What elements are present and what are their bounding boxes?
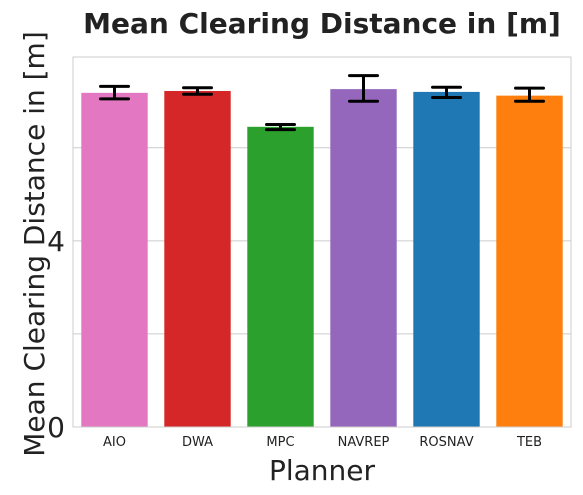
y-axis-label: Mean Clearing Distance in [m] [18,31,51,457]
x-tick-label-rosnav: ROSNAV [419,435,473,450]
x-tick-labels: AIO DWA MPC NAVREP ROSNAV TEB [103,435,542,450]
x-tick-label-navrep: NAVREP [338,435,390,450]
bar-teb [496,95,563,427]
bar-aio [81,92,148,427]
x-axis-label: Planner [269,454,376,487]
bars-group [81,89,563,428]
bar-mpc [247,126,314,428]
bar-dwa [164,90,231,427]
x-tick-label-teb: TEB [516,435,542,450]
x-tick-label-aio: AIO [103,435,126,450]
plot-frame [72,56,572,428]
chart-title: Mean Clearing Distance in [m] [83,7,561,40]
bar-navrep [330,89,397,427]
y-tick-label: 4 [47,225,65,258]
y-tick-label: 0 [47,411,65,444]
x-tick-label-mpc: MPC [266,435,294,450]
x-tick-label-dwa: DWA [182,435,213,450]
bar-rosnav [413,91,480,427]
error-bars-group [99,74,545,132]
y-tick-labels: 04 [47,225,65,444]
